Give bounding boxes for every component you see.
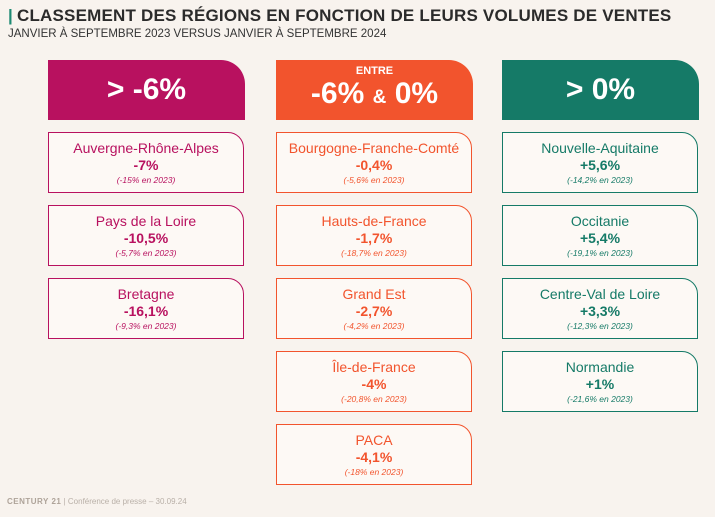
column-header-label: > -6% [106, 73, 187, 106]
region-name: PACA [355, 431, 393, 448]
region-name: Pays de la Loire [95, 212, 197, 229]
region-value: -4,1% [355, 448, 393, 465]
region-value: -1,7% [355, 229, 393, 246]
region-name: Bourgogne-Franche-Comté [288, 139, 460, 156]
region-value: -0,4% [355, 156, 393, 173]
header-ampersand: & [372, 87, 387, 108]
footer-text: | Conférence de presse – 30.09.24 [63, 497, 187, 506]
brand-logo-text: CENTURY 21 [7, 497, 62, 506]
region-name: Grand Est [342, 285, 406, 302]
region-value: +1% [585, 375, 615, 392]
region-card: Occitanie +5,4% (-19,1% en 2023) [502, 205, 698, 266]
region-value: -2,7% [355, 302, 393, 319]
page-title: | CLASSEMENT DES RÉGIONS EN FONCTION DE L… [8, 6, 671, 26]
column-below-minus-6: > -6% Auvergne-Rhône-Alpes -7% (-15% en … [48, 60, 245, 339]
header-range-start: -6% [310, 77, 365, 110]
region-previous: (-20,8% en 2023) [341, 393, 407, 404]
region-previous: (-12,3% en 2023) [567, 320, 633, 331]
region-card: Grand Est -2,7% (-4,2% en 2023) [276, 278, 472, 339]
region-name: Bretagne [117, 285, 175, 302]
region-name: Centre-Val de Loire [539, 285, 661, 302]
column-above-0: > 0% Nouvelle-Aquitaine +5,6% (-14,2% en… [502, 60, 699, 412]
region-name: Occitanie [570, 212, 630, 229]
region-value: -16,1% [123, 302, 169, 319]
column-header-label: > 0% [565, 73, 636, 106]
column-header-small-label: ENTRE [355, 65, 394, 77]
column-header: > 0% [502, 60, 699, 120]
region-previous: (-15% en 2023) [116, 174, 176, 185]
footer: CENTURY 21 | Conférence de presse – 30.0… [7, 497, 187, 506]
region-previous: (-14,2% en 2023) [567, 174, 633, 185]
region-value: +3,3% [579, 302, 621, 319]
page-subtitle: JANVIER À SEPTEMBRE 2023 VERSUS JANVIER … [8, 28, 387, 40]
column-between-minus-6-and-0: ENTRE -6% & 0% Bourgogne-Franche-Comté -… [276, 60, 473, 485]
column-header: > -6% [48, 60, 245, 120]
region-previous: (-21,6% en 2023) [567, 393, 633, 404]
title-accent-bar: | [8, 6, 13, 25]
region-value: +5,6% [579, 156, 621, 173]
column-header-label: -6% & 0% [311, 78, 438, 114]
region-name: Hauts-de-France [321, 212, 427, 229]
title-text: CLASSEMENT DES RÉGIONS EN FONCTION DE LE… [16, 6, 672, 25]
region-previous: (-4,2% en 2023) [343, 320, 405, 331]
region-previous: (-18,7% en 2023) [341, 247, 407, 258]
region-value: -10,5% [123, 229, 169, 246]
region-card: Île-de-France -4% (-20,8% en 2023) [276, 351, 472, 412]
region-previous: (-9,3% en 2023) [115, 320, 177, 331]
region-value: +5,4% [579, 229, 621, 246]
region-card: Centre-Val de Loire +3,3% (-12,3% en 202… [502, 278, 698, 339]
region-card: Auvergne-Rhône-Alpes -7% (-15% en 2023) [48, 132, 244, 193]
region-card: Normandie +1% (-21,6% en 2023) [502, 351, 698, 412]
region-value: -4% [361, 375, 387, 392]
region-name: Nouvelle-Aquitaine [541, 139, 659, 156]
region-previous: (-18% en 2023) [344, 466, 404, 477]
region-previous: (-5,7% en 2023) [115, 247, 177, 258]
region-card: PACA -4,1% (-18% en 2023) [276, 424, 472, 485]
region-name: Île-de-France [332, 358, 416, 375]
region-previous: (-5,6% en 2023) [343, 174, 405, 185]
region-card: Nouvelle-Aquitaine +5,6% (-14,2% en 2023… [502, 132, 698, 193]
header-range-end: 0% [394, 77, 439, 110]
region-card: Bourgogne-Franche-Comté -0,4% (-5,6% en … [276, 132, 472, 193]
region-value: -7% [133, 156, 159, 173]
region-card: Hauts-de-France -1,7% (-18,7% en 2023) [276, 205, 472, 266]
region-name: Auvergne-Rhône-Alpes [73, 139, 219, 156]
region-name: Normandie [565, 358, 635, 375]
region-card: Bretagne -16,1% (-9,3% en 2023) [48, 278, 244, 339]
region-card: Pays de la Loire -10,5% (-5,7% en 2023) [48, 205, 244, 266]
region-previous: (-19,1% en 2023) [567, 247, 633, 258]
column-header: ENTRE -6% & 0% [276, 60, 473, 120]
